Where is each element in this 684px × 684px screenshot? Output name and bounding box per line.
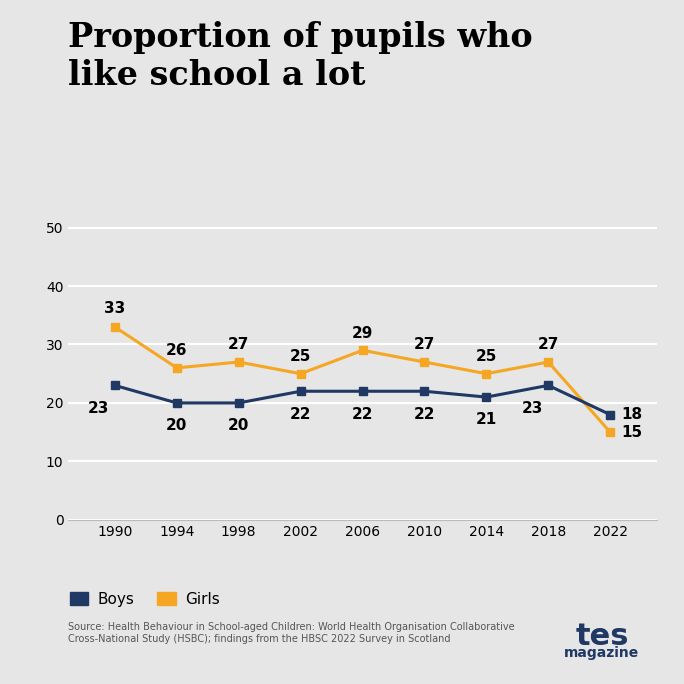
Text: 23: 23 — [88, 401, 109, 416]
Text: 21: 21 — [476, 412, 497, 428]
Text: 22: 22 — [352, 406, 373, 421]
Text: Proportion of pupils who
like school a lot: Proportion of pupils who like school a l… — [68, 21, 533, 92]
Text: tes: tes — [575, 622, 629, 651]
Text: 26: 26 — [166, 343, 187, 358]
Text: magazine: magazine — [564, 646, 640, 660]
Text: 27: 27 — [414, 337, 435, 352]
Text: 20: 20 — [228, 418, 250, 433]
Text: 25: 25 — [290, 349, 311, 364]
Text: 18: 18 — [621, 407, 642, 422]
Legend: Boys, Girls: Boys, Girls — [70, 592, 220, 607]
Text: 27: 27 — [538, 337, 559, 352]
Text: 23: 23 — [521, 401, 542, 416]
Text: 15: 15 — [621, 425, 642, 440]
Text: 20: 20 — [166, 418, 187, 433]
Text: 33: 33 — [104, 301, 125, 316]
Text: 22: 22 — [414, 406, 435, 421]
Text: 25: 25 — [475, 349, 497, 364]
Text: 27: 27 — [228, 337, 250, 352]
Text: 29: 29 — [352, 326, 373, 341]
Text: Source: Health Behaviour in School-aged Children: World Health Organisation Coll: Source: Health Behaviour in School-aged … — [68, 622, 515, 644]
Text: 22: 22 — [290, 406, 311, 421]
